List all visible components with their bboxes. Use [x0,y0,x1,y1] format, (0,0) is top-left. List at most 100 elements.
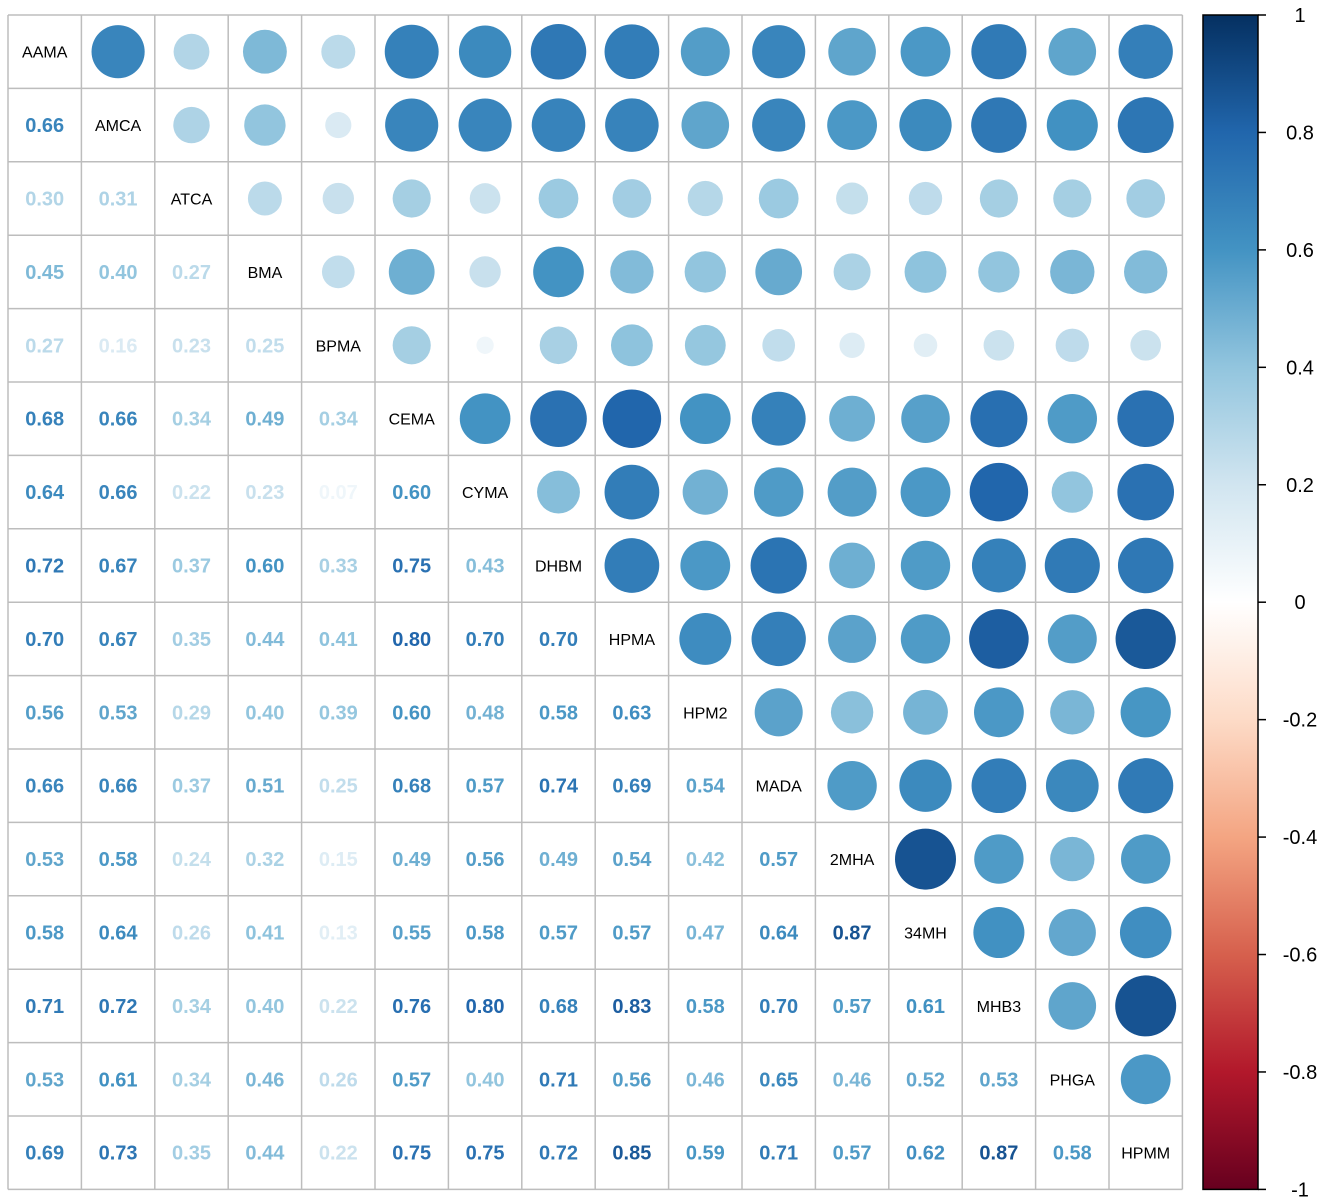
correlation-circle [971,758,1027,814]
correlation-value-label: 0.27 [172,262,211,284]
correlation-value-label: 0.58 [1053,1143,1092,1165]
correlation-value-label: 0.68 [25,409,64,431]
correlation-value-label: 0.25 [319,776,358,798]
correlation-value-label: 0.87 [833,923,872,945]
correlation-circle [459,393,511,445]
correlation-value-label: 0.57 [833,996,872,1018]
correlation-circle [610,250,654,294]
correlation-circle [682,469,728,515]
correlation-circle [1053,179,1092,218]
variable-label: AMCA [95,118,142,135]
correlation-value-label: 0.35 [172,629,211,651]
correlation-value-label: 0.44 [245,1143,285,1165]
correlation-value-label: 0.41 [319,629,358,651]
correlation-value-label: 0.34 [172,996,212,1018]
correlation-value-label: 0.22 [319,996,358,1018]
correlation-circle [321,34,356,69]
correlation-circle [894,828,957,890]
correlation-value-label: 0.67 [99,629,138,651]
variable-label: BMA [248,265,283,282]
correlation-value-label: 0.87 [979,1143,1018,1165]
correlation-value-label: 0.58 [539,702,578,724]
variable-label: HPMA [609,632,656,649]
correlation-circle [91,25,145,79]
correlation-circle [828,614,877,663]
correlation-value-label: 0.34 [172,1069,212,1091]
correlation-value-label: 0.53 [25,849,64,871]
correlation-value-label: 0.70 [466,629,505,651]
correlation-value-label: 0.64 [759,923,799,945]
correlation-circle [827,761,877,811]
correlation-value-label: 0.33 [319,556,358,578]
correlation-circle [1047,394,1097,444]
correlation-circle [900,26,951,77]
correlation-circle [899,759,952,812]
variable-label: AAMA [22,45,68,62]
correlation-circle [612,179,652,218]
correlation-value-label: 0.29 [172,702,211,724]
correlation-value-label: 0.57 [466,776,505,798]
correlation-value-label: 0.40 [99,262,138,284]
correlation-value-label: 0.37 [172,776,211,798]
correlation-circle [604,464,660,520]
correlation-value-label: 0.16 [99,335,138,357]
correlation-value-label: 0.66 [99,776,138,798]
correlation-circle [829,395,875,442]
variable-label: HPM2 [683,705,728,722]
correlation-circle [754,688,803,737]
correlation-value-label: 0.43 [466,556,505,578]
correlation-value-label: 0.75 [392,1143,431,1165]
correlation-value-label: 0.74 [539,776,579,798]
correlation-value-label: 0.23 [245,482,284,504]
correlation-value-label: 0.40 [245,996,284,1018]
correlation-circle [476,336,494,354]
correlation-circle [1115,975,1177,1037]
correlation-value-label: 0.71 [759,1143,798,1165]
correlation-value-label: 0.68 [539,996,578,1018]
correlation-circle [978,251,1020,293]
correlation-circle [322,182,354,215]
correlation-value-label: 0.85 [612,1143,651,1165]
correlation-value-label: 0.46 [245,1069,284,1091]
colorbar-tick-label: -0.8 [1283,1062,1317,1084]
correlation-value-label: 0.24 [172,849,212,871]
correlation-circle [533,246,584,298]
correlation-circle [684,324,726,366]
correlation-circle [539,326,578,365]
correlation-value-label: 0.57 [539,923,578,945]
correlation-value-label: 0.62 [906,1143,945,1165]
correlation-value-label: 0.35 [172,1143,211,1165]
correlation-value-label: 0.58 [686,996,725,1018]
correlation-circle [1120,1054,1171,1105]
correlation-value-label: 0.56 [25,702,64,724]
correlation-value-label: 0.46 [686,1069,725,1091]
correlation-circle [829,542,875,589]
correlation-circle [604,24,660,80]
correlation-circle [1048,27,1097,76]
correlation-circle [173,33,210,70]
correlation-circle [908,181,943,216]
correlation-circle [1130,329,1162,361]
correlation-value-label: 0.68 [392,776,431,798]
correlation-value-label: 0.61 [906,996,945,1018]
colorbar-tick-label: 0.2 [1286,475,1314,497]
correlation-value-label: 0.26 [319,1069,358,1091]
correlation-value-label: 0.23 [172,335,211,357]
variable-label: DHBM [535,559,582,576]
correlation-circle [970,390,1028,448]
correlation-circle [458,25,512,78]
correlation-circle [1124,250,1168,294]
correlation-circle [604,538,660,593]
correlation-circle [1055,328,1089,362]
correlation-circle [758,178,799,219]
correlation-circle [751,611,806,667]
correlation-value-label: 0.56 [612,1069,651,1091]
correlation-circle [1048,908,1096,957]
correlation-value-label: 0.53 [99,702,138,724]
correlation-circle [325,112,352,139]
correlation-value-label: 0.53 [979,1069,1018,1091]
correlation-circle [913,333,938,358]
correlation-circle [752,25,806,79]
correlation-circle [680,27,730,77]
correlation-circle [903,689,948,735]
